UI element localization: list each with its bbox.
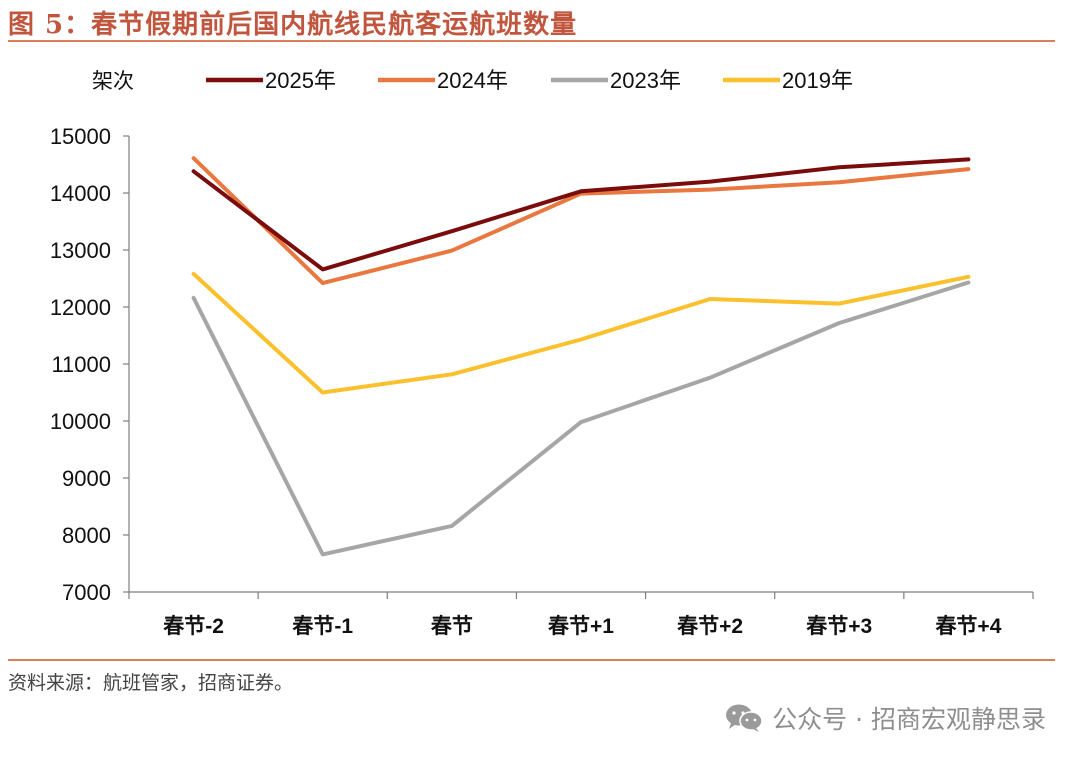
- x-tick-label: 春节: [431, 614, 473, 638]
- x-tick-label: 春节+3: [806, 614, 872, 638]
- legend-label: 2023年: [610, 68, 681, 93]
- title-divider: [8, 40, 1055, 42]
- watermark: 公众号 · 招商宏观静思录: [724, 700, 1046, 736]
- x-tick-label: 春节+4: [935, 614, 1001, 638]
- watermark-text: 公众号 · 招商宏观静思录: [772, 705, 1046, 734]
- y-tick-label: 9000: [62, 466, 111, 491]
- x-tick-label: 春节+2: [677, 614, 743, 638]
- legend-label: 2025年: [265, 68, 336, 93]
- x-tick-label: 春节+1: [548, 614, 614, 638]
- legend-label: 2024年: [437, 68, 508, 93]
- plot-area: [191, 156, 971, 557]
- y-tick-label: 11000: [51, 352, 111, 377]
- series-line: [191, 156, 971, 286]
- y-tick-label: 14000: [50, 181, 111, 206]
- x-tick-label: 春节-1: [292, 614, 353, 638]
- y-tick-label: 7000: [62, 580, 111, 605]
- y-axis: 7000 8000 9000 10000 11000 12000 13000 14000 150…: [50, 70, 134, 605]
- x-axis: 春节-2 春节-1 春节 春节+1 春节+2 春节+3 春节+4: [128, 591, 1034, 638]
- y-tick-label: 12000: [50, 295, 111, 320]
- y-axis-title: 架次: [92, 70, 134, 93]
- legend-label: 2019年: [782, 68, 853, 93]
- y-tick-label: 13000: [50, 238, 111, 263]
- x-tick-label: 春节-2: [163, 614, 224, 638]
- wechat-icon: [726, 704, 763, 732]
- source-divider: [8, 659, 1055, 661]
- line-chart: 2025年 2024年 2023年 2019年 7000 8000 9000 10000 11…: [50, 68, 1034, 638]
- y-tick-label: 8000: [62, 523, 111, 548]
- y-tick-label: 10000: [50, 409, 111, 434]
- series-line: [191, 157, 971, 272]
- y-tick-label: 15000: [50, 124, 111, 149]
- series-line: [191, 280, 971, 557]
- figure-title: 图 5：春节假期前后国内航线民航客运航班数量: [8, 10, 578, 40]
- series-line: [191, 271, 971, 395]
- legend: 2025年 2024年 2023年 2019年: [206, 68, 853, 93]
- source-note: 资料来源：航班管家，招商证券。: [8, 672, 294, 694]
